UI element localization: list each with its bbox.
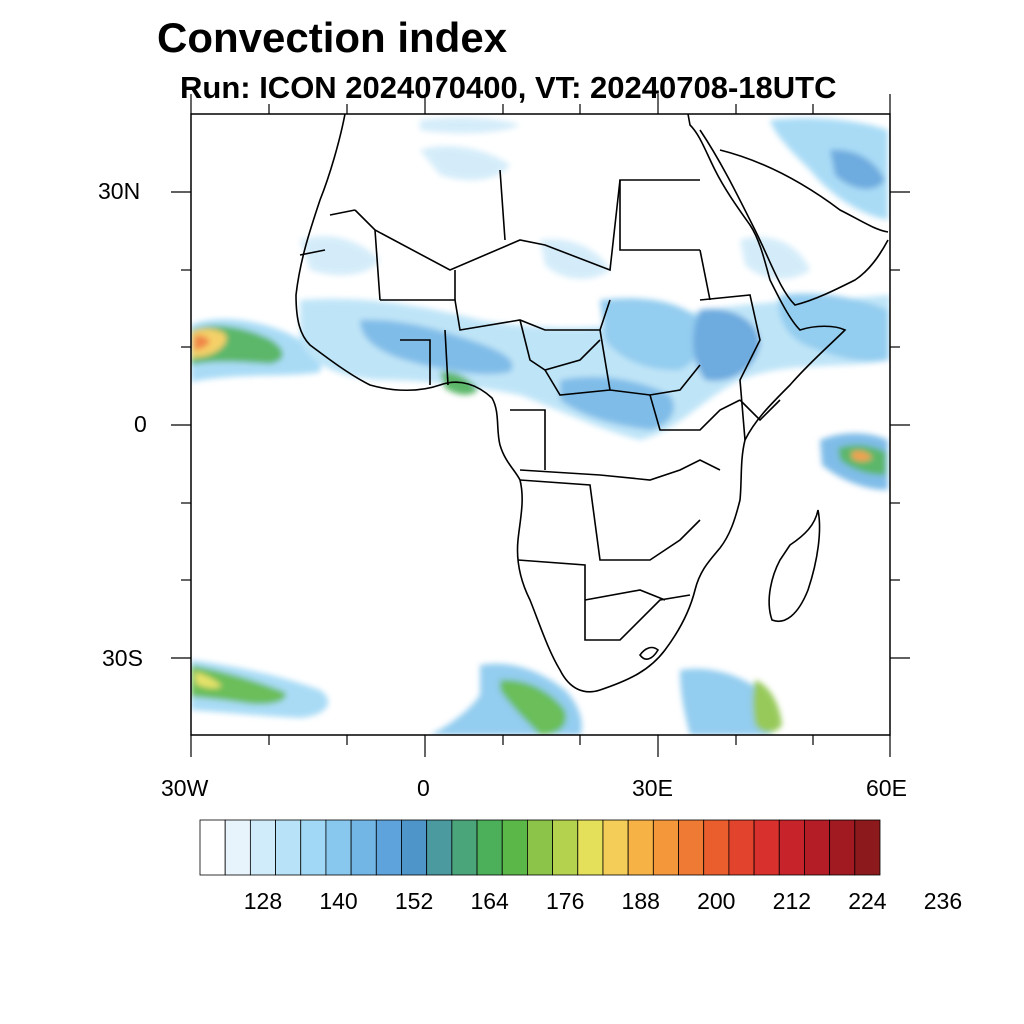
colorbar-box: [829, 819, 856, 876]
colorbar-box: [426, 819, 453, 876]
colorbar-box: [804, 819, 831, 876]
coastlines: [295, 114, 889, 693]
colorbar-label: 188: [621, 888, 660, 914]
lon-label-30w: 30W: [161, 775, 209, 801]
lat-label-0: 0: [134, 411, 147, 437]
colorbar-box: [728, 819, 755, 876]
colorbar-box: [476, 819, 503, 876]
lon-label-0: 0: [417, 775, 430, 801]
colorbar-box: [753, 819, 780, 876]
lat-label-30n: 30N: [98, 178, 141, 204]
map-frame: [190, 113, 891, 736]
colorbar-label: 140: [319, 888, 358, 914]
colorbar-box: [652, 819, 679, 876]
colorbar-box: [854, 819, 881, 876]
colorbar-label: 128: [243, 888, 283, 914]
colorbar-box: [350, 819, 377, 876]
colorbar-box: [577, 819, 604, 876]
colorbar-box: [224, 819, 251, 876]
colorbar-box: [703, 819, 730, 876]
colorbar-label: 200: [697, 888, 736, 914]
lon-label-30e: 30E: [632, 775, 673, 801]
colorbar-box: [602, 819, 629, 876]
colorbar-box: [501, 819, 528, 876]
colorbar: [199, 819, 881, 876]
convection-field: [191, 117, 890, 735]
colorbar-box: [527, 819, 553, 876]
colorbar-box: [627, 819, 654, 876]
colorbar-label: 164: [470, 888, 509, 914]
map-title: Convection index: [157, 14, 508, 61]
colorbar-box: [451, 819, 478, 876]
colorbar-box: [199, 819, 226, 876]
colorbar-label: 152: [394, 888, 434, 914]
colorbar-label: 176: [545, 888, 585, 914]
colorbar-box: [275, 819, 302, 876]
colorbar-box: [678, 819, 705, 876]
colorbar-box: [778, 819, 805, 876]
colorbar-box: [325, 819, 352, 876]
colorbar-box: [552, 819, 579, 876]
colorbar-box: [249, 819, 276, 876]
colorbar-label: 224: [848, 888, 887, 914]
lat-label-30s: 30S: [102, 645, 143, 671]
map-subtitle: Run: ICON 2024070400, VT: 20240708-18UTC: [180, 70, 837, 105]
colorbar-label: 212: [772, 888, 812, 914]
colorbar-box: [401, 819, 428, 876]
colorbar-box: [300, 819, 327, 876]
axis-ticks: [171, 94, 910, 757]
colorbar-box: [375, 819, 402, 876]
colorbar-label: 236: [923, 888, 963, 914]
lon-label-60e: 60E: [866, 775, 907, 801]
